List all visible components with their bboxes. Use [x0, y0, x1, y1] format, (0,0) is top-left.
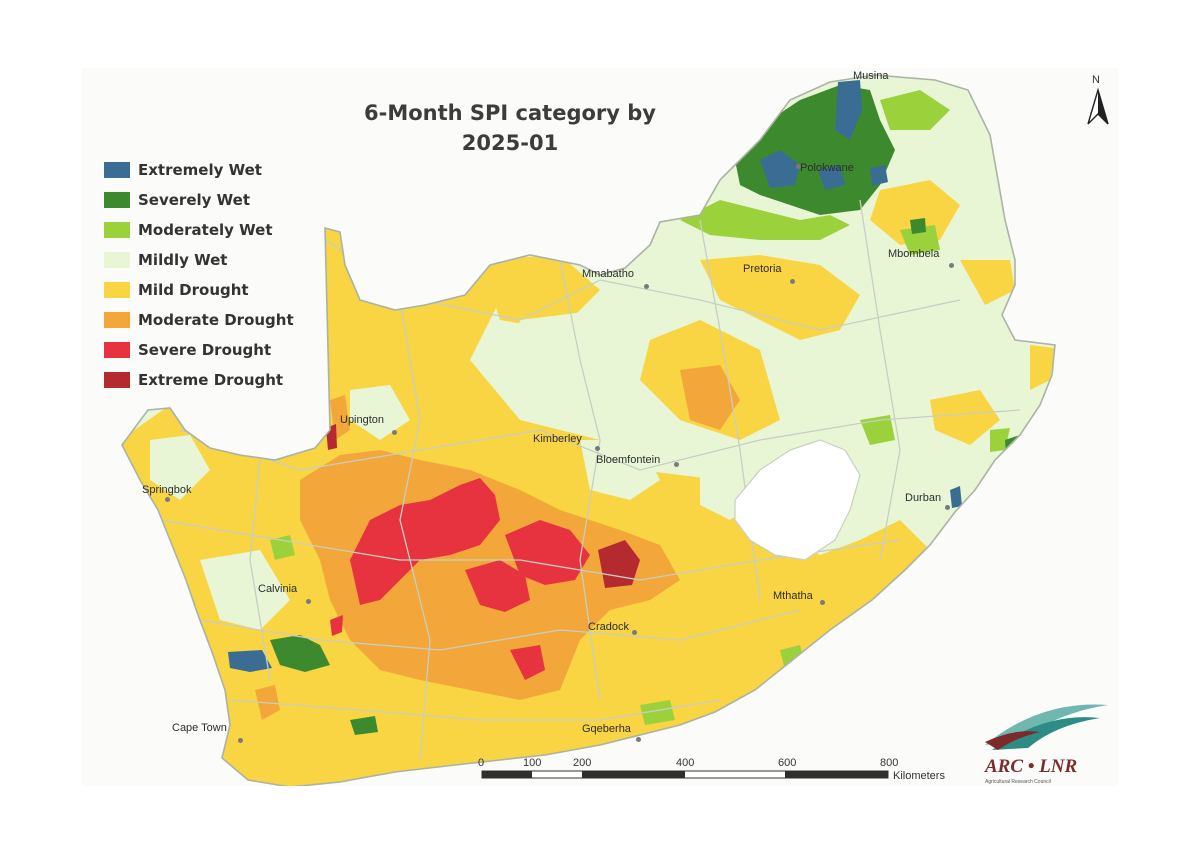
lesotho-area: [734, 439, 861, 561]
legend-item-moderately-wet: Moderately Wet: [104, 215, 294, 245]
title-line-2: 2025-01: [461, 131, 559, 155]
city-label-polokwane: Polokwane: [800, 162, 854, 174]
scale-bar: [481, 770, 889, 779]
city-label-musina: Musina: [853, 70, 889, 82]
north-arrow-icon: [1087, 87, 1109, 125]
legend-label: Mildly Wet: [138, 251, 228, 269]
city-label-calvinia: Calvinia: [258, 583, 298, 595]
severe-drought-regions: [330, 478, 590, 680]
legend-swatch: [104, 252, 130, 268]
scale-unit-label: Kilometers: [893, 770, 945, 782]
city-marker: [306, 599, 311, 604]
mildly-wet-regions: [150, 310, 890, 630]
legend-item-severely-wet: Severely Wet: [104, 185, 294, 215]
country-outline: [121, 74, 1056, 786]
legend-swatch: [104, 222, 130, 238]
city-label-gqeberha: Gqeberha: [582, 723, 631, 735]
city-marker: [820, 600, 825, 605]
scale-tick-label: 100: [523, 757, 542, 769]
title-line-1: 6-Month SPI category by: [364, 101, 656, 125]
city-label-pretoria: Pretoria: [743, 263, 782, 275]
scale-tick-label: 600: [778, 757, 797, 769]
legend-label: Extreme Drought: [138, 371, 284, 389]
legend-item-extremely-wet: Extremely Wet: [104, 155, 294, 185]
legend-swatch: [104, 192, 130, 208]
legend-label: Severe Drought: [138, 341, 272, 359]
city-label-mbombela: Mbombela: [888, 248, 940, 260]
legend: Extremely Wet Severely Wet Moderately We…: [104, 155, 294, 395]
map-title: 6-Month SPI category by 2025-01: [300, 98, 720, 158]
map-frame: [82, 68, 1118, 786]
city-marker: [945, 505, 950, 510]
city-marker: [644, 284, 649, 289]
city-marker: [796, 164, 801, 169]
logo-text: ARC • LNR: [985, 756, 1078, 777]
legend-swatch: [104, 372, 130, 388]
arc-lnr-logo-icon: [985, 704, 1108, 750]
legend-label: Mild Drought: [138, 281, 249, 299]
legend-item-extreme-drought: Extreme Drought: [104, 365, 294, 395]
legend-item-severe-drought: Severe Drought: [104, 335, 294, 365]
legend-swatch: [104, 162, 130, 178]
city-label-cape-town: Cape Town: [172, 722, 227, 734]
legend-label: Severely Wet: [138, 191, 250, 209]
city-label-upington: Upington: [340, 414, 385, 426]
city-label-durban: Durban: [905, 492, 942, 504]
city-marker: [238, 738, 243, 743]
city-label-mmabatho: Mmabatho: [582, 268, 634, 280]
legend-swatch: [104, 282, 130, 298]
legend-label: Moderately Wet: [138, 221, 273, 239]
city-label-mthatha: Mthatha: [773, 590, 813, 602]
city-label-springbok: Springbok: [142, 484, 192, 496]
city-marker: [949, 263, 954, 268]
legend-item-mildly-wet: Mildly Wet: [104, 245, 294, 275]
city-marker: [790, 279, 795, 284]
north-label: N: [1092, 74, 1100, 86]
city-marker: [632, 630, 637, 635]
city-marker: [674, 462, 679, 467]
legend-item-moderate-drought: Moderate Drought: [104, 305, 294, 335]
city-marker: [636, 737, 641, 742]
city-marker: [165, 497, 170, 502]
scale-tick-label: 800: [880, 757, 899, 769]
extremely-wet-regions: [228, 80, 962, 672]
city-label-kimberley: Kimberley: [533, 433, 582, 445]
scale-tick-label: 400: [676, 757, 695, 769]
legend-label: Moderate Drought: [138, 311, 294, 329]
city-marker: [595, 446, 600, 451]
legend-swatch: [104, 312, 130, 328]
city-marker: [392, 430, 397, 435]
scale-tick-label: 0: [478, 757, 485, 769]
city-label-bloemfontein: Bloemfontein: [596, 454, 661, 466]
map-canvas[interactable]: [82, 68, 1118, 786]
legend-label: Extremely Wet: [138, 161, 262, 179]
logo-subtitle: Agricultural Research Council: [985, 779, 1051, 785]
legend-swatch: [104, 342, 130, 358]
legend-item-mild-drought: Mild Drought: [104, 275, 294, 305]
city-label-cradock: Cradock: [588, 621, 629, 633]
scale-tick-label: 200: [573, 757, 592, 769]
